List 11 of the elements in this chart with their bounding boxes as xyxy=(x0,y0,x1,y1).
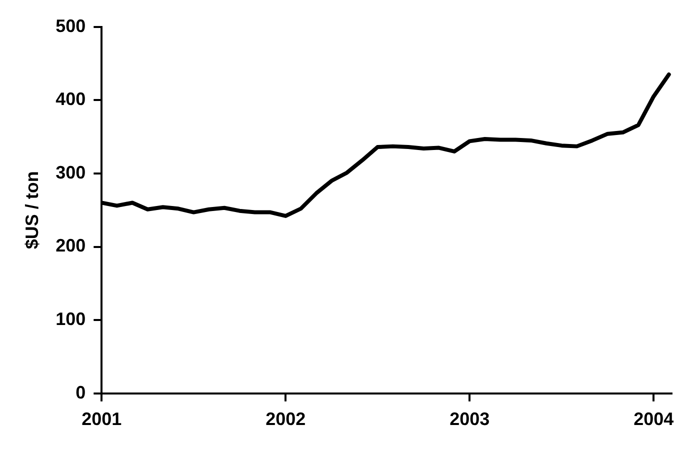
y-tick-label: 500 xyxy=(56,16,86,36)
y-axis-title: $US / ton xyxy=(22,171,42,250)
y-tick-label: 200 xyxy=(56,236,86,256)
y-tick-label: 300 xyxy=(56,162,86,182)
x-tick-label: 2001 xyxy=(82,409,122,430)
y-tick-label: 400 xyxy=(56,89,86,110)
x-tick-label: 2003 xyxy=(450,409,490,430)
x-tick-label: 2002 xyxy=(266,409,306,430)
y-tick-label: 0 xyxy=(76,382,86,402)
y-tick-label: 100 xyxy=(56,309,86,330)
x-tick-label: 2004 xyxy=(634,409,674,430)
